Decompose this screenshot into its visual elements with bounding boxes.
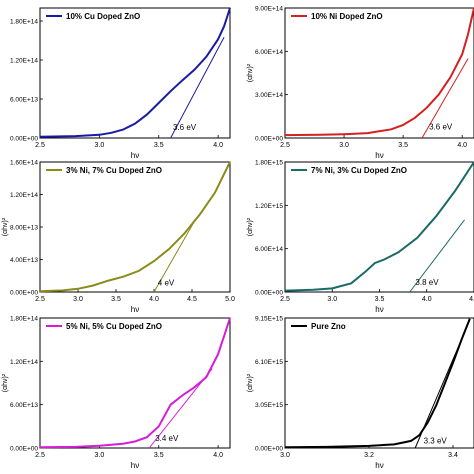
x-axis-label: hν — [131, 305, 139, 314]
y-axis-label: (αhν)² — [247, 63, 254, 82]
y-tick-label: 6.10E+15 — [255, 359, 283, 366]
y-tick-label: 9.00E+14 — [255, 6, 283, 13]
x-axis-label: hν — [375, 461, 383, 470]
y-tick-label: 6.00E+14 — [255, 246, 283, 253]
data-line — [39, 317, 231, 449]
plot-frame — [39, 317, 231, 449]
x-tick-label: 4.5 — [469, 296, 474, 303]
y-tick-label: 0.00E+00 — [255, 446, 283, 453]
y-tick-label: 1.80E+15 — [255, 160, 283, 167]
plot-frame — [284, 161, 474, 293]
x-tick-label: 2.5 — [35, 142, 45, 149]
bandgap-annotation: 3.4 eV — [155, 434, 179, 443]
x-tick-label: 3.0 — [339, 142, 349, 149]
x-tick-label: 3.5 — [398, 142, 408, 149]
legend-label: 3% Ni, 7% Cu Doped ZnO — [66, 166, 162, 175]
chart-panel: 2.5 3.0 3.5 4.0 4.5 0.00E+00 6.00E+14 1.20E+15 1… — [247, 160, 474, 314]
y-tick-label: 6.00E+14 — [255, 49, 283, 56]
y-tick-label: 0.00E+00 — [255, 290, 283, 297]
chart-panel: 3.0 3.2 3.4 0.00E+00 3.05E+15 6.10E+15 9.15E+1… — [247, 316, 474, 470]
x-tick-label: 4.0 — [213, 142, 223, 149]
y-tick-label: 4.00E+13 — [10, 257, 38, 264]
bandgap-annotation: 3.8 eV — [415, 278, 439, 287]
x-tick-label: 2.5 — [280, 296, 290, 303]
x-tick-label: 4.0 — [149, 296, 159, 303]
x-tick-label: 3.5 — [154, 142, 164, 149]
tangent-line — [421, 58, 469, 139]
bandgap-annotation: 3.3 eV — [424, 437, 448, 446]
y-tick-label: 0.00E+00 — [10, 446, 38, 453]
legend-label: 5% Ni, 5% Cu Doped ZnO — [66, 322, 162, 331]
y-tick-label: 1.20E+14 — [10, 359, 38, 366]
chart-panel: 2.5 3.0 3.5 4.0 4.5 5.0 0.00E+00 4.00E+13 8.00E+… — [2, 160, 235, 315]
x-tick-label: 4.0 — [422, 296, 432, 303]
plot-frame — [284, 7, 474, 139]
y-tick-label: 9.15E+15 — [255, 316, 283, 323]
y-tick-label: 6.00E+13 — [10, 402, 38, 409]
x-tick-label: 3.5 — [111, 296, 121, 303]
y-tick-label: 1.20E+14 — [10, 58, 38, 65]
data-line — [284, 161, 474, 292]
bandgap-annotation: 3.6 eV — [429, 122, 453, 131]
plot-frame — [39, 7, 231, 139]
x-tick-label: 3.0 — [280, 452, 290, 459]
tangent-line — [153, 218, 197, 293]
x-tick-label: 2.5 — [35, 452, 45, 459]
x-tick-label: 3.2 — [364, 452, 374, 459]
chart-panel: 2.5 3.0 3.5 4.0 0.00E+00 3.00E+14 6.00E+14 9.00… — [247, 6, 474, 160]
bandgap-annotation: 4 eV — [158, 279, 175, 288]
y-tick-label: 6.00E+13 — [10, 97, 38, 104]
y-axis-label: (αhν)² — [247, 373, 254, 392]
y-tick-label: 0.00E+00 — [10, 290, 38, 297]
data-line — [284, 7, 474, 137]
y-tick-label: 0.00E+00 — [255, 136, 283, 143]
y-axis-label: (αhν)² — [2, 217, 9, 236]
y-tick-label: 1.20E+14 — [10, 192, 38, 199]
legend-label: 10% Cu Doped ZnO — [66, 12, 140, 21]
tangent-line — [170, 37, 225, 139]
legend-label: Pure Zno — [311, 322, 346, 331]
chart-panel: 2.5 3.0 3.5 4.0 0.00E+00 6.00E+13 1.20E+14 1.80… — [10, 7, 231, 160]
x-tick-label: 3.0 — [73, 296, 83, 303]
tangent-line — [409, 219, 465, 293]
y-tick-label: 1.60E+14 — [10, 160, 38, 167]
data-line — [284, 318, 471, 449]
x-tick-label: 5.0 — [225, 296, 235, 303]
plot-frame — [284, 317, 474, 449]
x-tick-label: 4.0 — [213, 452, 223, 459]
x-tick-label: 3.0 — [95, 142, 105, 149]
x-axis-label: hν — [375, 305, 383, 314]
x-tick-label: 3.0 — [95, 452, 105, 459]
x-tick-label: 2.5 — [280, 142, 290, 149]
y-tick-label: 1.20E+15 — [255, 203, 283, 210]
data-line — [39, 161, 231, 293]
x-axis-label: hν — [131, 461, 139, 470]
x-axis-label: hν — [375, 151, 383, 160]
y-tick-label: 3.00E+14 — [255, 92, 283, 99]
y-axis-label: (αhν)² — [247, 217, 254, 236]
x-tick-label: 4.5 — [187, 296, 197, 303]
legend-label: 7% Ni, 3% Cu Doped ZnO — [311, 166, 407, 175]
y-axis-label: (αhν)² — [2, 373, 9, 392]
x-tick-label: 3.5 — [154, 452, 164, 459]
x-tick-label: 3.5 — [375, 296, 385, 303]
x-axis-label: hν — [131, 151, 139, 160]
y-tick-label: 3.05E+15 — [255, 402, 283, 409]
x-tick-label: 2.5 — [35, 296, 45, 303]
x-tick-label: 3.4 — [448, 452, 458, 459]
y-tick-label: 1.80E+14 — [10, 19, 38, 26]
y-tick-label: 1.80E+14 — [10, 316, 38, 323]
data-line — [39, 7, 231, 138]
bandgap-annotation: 3.6 eV — [173, 123, 197, 132]
legend-label: 10% Ni Doped ZnO — [311, 12, 383, 21]
chart-panel: 2.5 3.0 3.5 4.0 0.00E+00 6.00E+13 1.20E+14 1.80… — [2, 316, 231, 470]
y-tick-label: 0.00E+00 — [10, 136, 38, 143]
y-tick-label: 8.00E+13 — [10, 225, 38, 232]
x-tick-label: 3.0 — [327, 296, 337, 303]
x-tick-label: 4.0 — [457, 142, 467, 149]
